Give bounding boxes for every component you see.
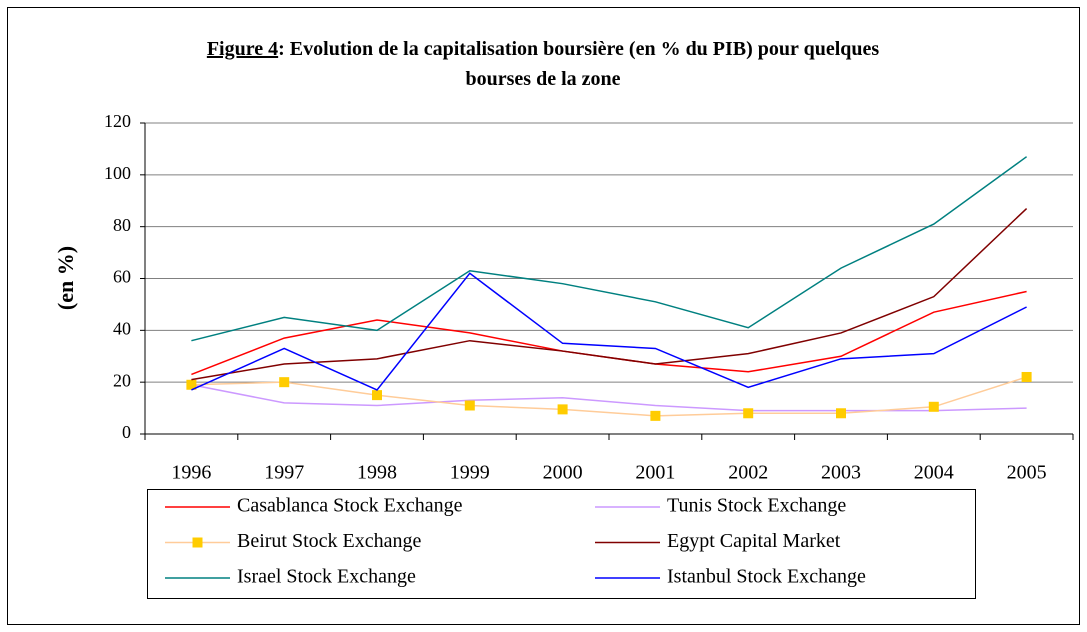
legend-label: Istanbul Stock Exchange (667, 566, 866, 588)
legend-label: Egypt Capital Market (667, 530, 841, 552)
y-tick-label: 40 (113, 318, 131, 338)
legend-label: Tunis Stock Exchange (667, 495, 846, 517)
x-tick-label: 1998 (357, 462, 397, 484)
title-prefix: Figure 4 (206, 38, 279, 60)
x-tick-label: 2005 (1007, 462, 1047, 484)
series-marker (464, 400, 475, 411)
legend-marker (192, 537, 203, 548)
series-marker (836, 408, 846, 419)
x-tick-label: 1997 (264, 462, 304, 484)
title-text: : Evolution de la capitalisation boursiè… (278, 38, 880, 90)
series-marker (1021, 371, 1032, 382)
y-tick-label: 60 (113, 267, 131, 287)
legend-label: Beirut Stock Exchange (237, 530, 422, 552)
y-tick-label: 20 (113, 370, 131, 390)
chart-title: Figure 4: Evolution de la capitalisation… (178, 34, 908, 94)
series-marker (372, 390, 382, 401)
y-tick-label: 80 (113, 215, 131, 235)
series-marker (650, 410, 661, 421)
y-tick-label: 0 (122, 422, 131, 442)
x-tick-label: 2002 (728, 462, 768, 484)
x-tick-label: 1999 (450, 462, 490, 484)
x-tick-label: 2000 (543, 462, 583, 484)
y-axis-label: (en %) (53, 246, 78, 310)
legend-label: Casablanca Stock Exchange (237, 495, 463, 517)
x-tick-label: 1996 (171, 462, 211, 484)
y-tick-label: 100 (104, 163, 131, 183)
series-line (191, 156, 1028, 342)
series-marker (557, 404, 568, 415)
series-line (191, 376, 1027, 417)
series-line (191, 207, 1028, 381)
x-tick-label: 2004 (914, 462, 954, 484)
series-marker (186, 379, 197, 390)
y-tick-label: 120 (104, 111, 131, 131)
x-tick-label: 2001 (635, 462, 675, 484)
series-marker (928, 401, 939, 412)
series-line (191, 272, 1027, 391)
x-tick-label: 2003 (821, 462, 861, 484)
series-marker (279, 377, 290, 388)
legend-label: Israel Stock Exchange (237, 566, 416, 588)
legend-frame (147, 489, 976, 599)
series-marker (743, 408, 754, 419)
